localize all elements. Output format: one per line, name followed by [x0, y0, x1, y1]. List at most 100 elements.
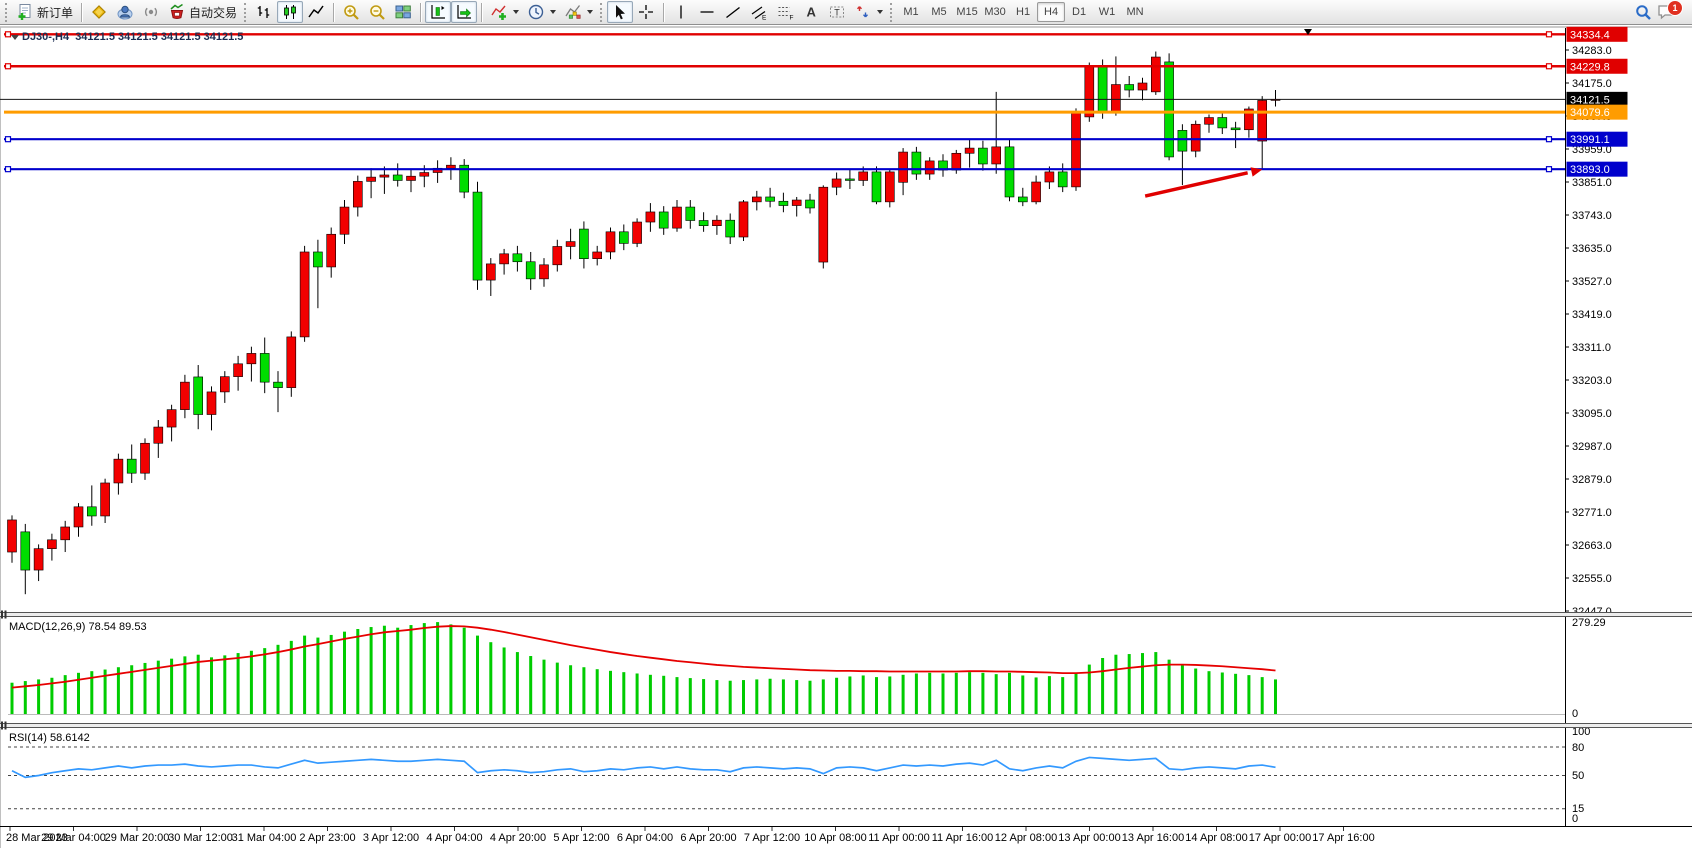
toolbar-separator: [420, 2, 422, 22]
time-tick-label: 10 Apr 08:00: [804, 832, 866, 844]
level-lines[interactable]: [0, 31, 1565, 173]
arrow-annotation[interactable]: [1144, 167, 1263, 198]
time-tick-label: 14 Apr 08:00: [1185, 832, 1247, 844]
chart-shift-icon: [429, 3, 447, 21]
horizontal-line-button[interactable]: [694, 1, 720, 23]
zoom-out-button[interactable]: [364, 1, 390, 23]
auto-scroll-button[interactable]: [451, 1, 478, 23]
price-tick-label: 32555.0: [1572, 573, 1612, 585]
price-tick-label: 34283.0: [1572, 45, 1612, 57]
one-click-trading-arrow-icon[interactable]: [11, 35, 19, 40]
price-tick-label: 32987.0: [1572, 441, 1612, 453]
timeframe-m5-button[interactable]: M5: [931, 6, 947, 18]
broadcast-button[interactable]: [138, 1, 164, 23]
new-order-icon: [16, 3, 34, 21]
toolbar-separator: [481, 2, 483, 22]
chart-plot[interactable]: 34283.034175.034067.033959.033851.033743…: [0, 26, 1692, 848]
crosshair-button[interactable]: [633, 1, 659, 23]
templates-button[interactable]: [560, 1, 597, 23]
new-order-button-label: 新订单: [37, 5, 74, 20]
time-tick-label: 30 Mar 12:00: [168, 832, 233, 844]
price-tick-label: 33527.0: [1572, 276, 1612, 288]
vertical-line-button[interactable]: [668, 1, 694, 23]
time-tick-label: 28 Mar 2023: [6, 832, 68, 844]
chevron-down-icon[interactable]: [587, 10, 594, 14]
timeframe-w1-button[interactable]: W1: [1098, 6, 1116, 18]
vertical-line-icon: [672, 3, 690, 21]
price-badge-label: 33893.0: [1570, 164, 1610, 176]
channel-button[interactable]: E: [746, 1, 772, 23]
timeframe-m30-button[interactable]: M30: [984, 6, 1006, 18]
rsi-level-lines: [8, 746, 1565, 810]
chart-window[interactable]: 34283.034175.034067.033959.033851.033743…: [0, 26, 1692, 848]
text-label-button[interactable]: T: [824, 1, 850, 23]
price-badge-34229.8: [1566, 58, 1628, 74]
search-icon: [1634, 3, 1652, 21]
zoom-in-button[interactable]: [338, 1, 364, 23]
fibonacci-icon: F: [776, 3, 794, 21]
search-button[interactable]: [1630, 1, 1656, 23]
panel-separators[interactable]: [0, 610, 1692, 730]
fibonacci-button[interactable]: F: [772, 1, 798, 23]
line-chart-button[interactable]: [303, 1, 329, 23]
new-order-button[interactable]: 新订单: [12, 1, 77, 23]
bars-chart-icon: [255, 3, 273, 21]
svg-text:F: F: [790, 15, 794, 22]
price-axis[interactable]: 34283.034175.034067.033959.033851.033743…: [1565, 28, 1612, 827]
text-button[interactable]: A: [798, 1, 824, 23]
trendline-icon: [724, 3, 742, 21]
market-watch-button[interactable]: [86, 1, 112, 23]
price-tick-label: 33311.0: [1572, 342, 1611, 354]
svg-text:E: E: [762, 15, 767, 22]
toolbar-grip[interactable]: [890, 2, 893, 22]
chart-shift-button[interactable]: [425, 1, 452, 23]
price-badge-33893.0: [1566, 161, 1628, 177]
timeframe-h1-button[interactable]: H1: [1016, 6, 1031, 18]
candlestick-chart-button[interactable]: [277, 1, 304, 23]
time-tick-label: 17 Apr 16:00: [1312, 832, 1374, 844]
chevron-down-icon[interactable]: [550, 10, 557, 14]
rsi-scale-label: 100: [1572, 726, 1590, 738]
text-icon: A: [802, 3, 820, 21]
timeframe-m1-button[interactable]: M1: [903, 6, 919, 18]
bars-chart-button[interactable]: [251, 1, 277, 23]
toolbar-grip[interactable]: [5, 2, 7, 22]
arrows-button[interactable]: [850, 1, 887, 23]
chevron-down-icon[interactable]: [877, 10, 884, 14]
time-tick-label: 5 Apr 12:00: [553, 832, 609, 844]
tile-windows-icon: [394, 3, 412, 21]
toolbar-grip[interactable]: [244, 2, 247, 22]
macd-scale-max: 279.29: [1572, 617, 1606, 629]
time-tick-label: 13 Apr 16:00: [1122, 832, 1184, 844]
indicators-icon: [490, 3, 508, 21]
chat-button[interactable]: 1: [1656, 0, 1683, 21]
timeframe-mn-button[interactable]: MN: [1126, 6, 1144, 18]
tile-windows-button[interactable]: [390, 1, 416, 23]
toolbar-separator: [333, 2, 335, 22]
chevron-down-icon[interactable]: [513, 10, 520, 14]
price-badge-label: 33991.1: [1570, 134, 1610, 146]
crosshair-icon: [637, 3, 655, 21]
time-tick-label: 11 Apr 16:00: [932, 832, 994, 844]
timeframe-m15-button[interactable]: M15: [956, 6, 978, 18]
timeframe-d1-button[interactable]: D1: [1072, 6, 1087, 18]
price-badge-label: 34334.4: [1570, 29, 1610, 41]
rsi-scale-label: 15: [1572, 803, 1584, 815]
navigator-button[interactable]: [112, 1, 138, 23]
cursor-icon: [611, 3, 629, 21]
timeframe-h4-button[interactable]: H4: [1037, 2, 1066, 22]
svg-text:T: T: [834, 7, 840, 17]
autotrade-button[interactable]: 自动交易: [164, 1, 241, 23]
broadcast-icon: [142, 3, 160, 21]
price-tick-label: 33851.0: [1572, 177, 1612, 189]
line-chart-icon: [307, 3, 325, 21]
cursor-button[interactable]: [607, 1, 634, 23]
periods-button[interactable]: [523, 1, 560, 23]
toolbar-grip[interactable]: [600, 2, 603, 22]
toolbar-separator: [663, 2, 665, 22]
indicators-button[interactable]: [486, 1, 523, 23]
trendline-button[interactable]: [720, 1, 746, 23]
toolbar: 新订单 自动交易 E F A T M1 M5 M15 M30 H1 H4 D1 W1 MN 1: [0, 0, 1692, 25]
